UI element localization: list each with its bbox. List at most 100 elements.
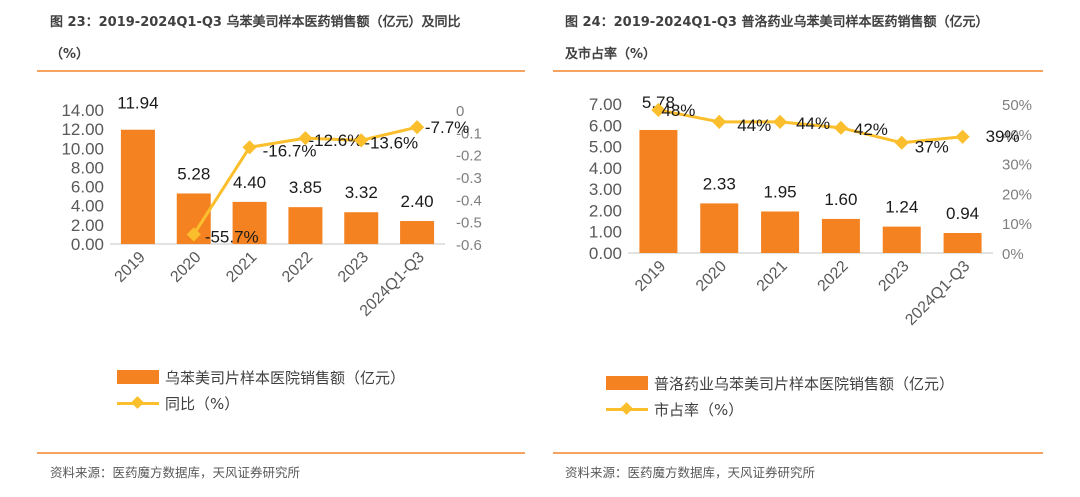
bar-2020 — [700, 203, 739, 253]
line-marker-2021 — [242, 140, 257, 155]
line-data-label: -7.7% — [425, 118, 469, 137]
right-axis-tick-label: -0.2 — [456, 148, 482, 165]
left-axis-tick-label: 5.00 — [589, 138, 622, 157]
bar-2024Q1-Q3 — [943, 232, 982, 253]
x-axis-tick-label: 2022 — [815, 258, 852, 295]
bar-data-label: 1.60 — [824, 190, 857, 209]
bar-data-label: 3.85 — [289, 178, 322, 197]
bar-data-label: 0.94 — [946, 204, 979, 223]
bar-2019 — [639, 129, 678, 253]
right-chart-svg: 0.00 1.00 2.00 3.00 4.00 5.00 6.00 7.00 0% 10% 20%… — [589, 93, 1032, 329]
right-source-rule — [553, 452, 1043, 454]
line-data-label: 44% — [796, 114, 830, 133]
x-axis-tick-label: 2022 — [279, 249, 316, 286]
x-axis-tick-label: 2023 — [875, 258, 912, 295]
bar-2021 — [232, 201, 267, 244]
line-data-label: -12.6% — [308, 131, 362, 150]
left-axis-tick-label: 4.00 — [71, 197, 104, 216]
x-axis-tick-label: 2019 — [632, 258, 669, 295]
left-axis-tick-label: 14.00 — [61, 101, 104, 120]
bar-2022 — [288, 207, 323, 244]
line-data-label: 48% — [661, 101, 695, 120]
right-axis-tick-label: -0.1 — [456, 125, 482, 142]
x-axis-tick-label: 2023 — [335, 249, 372, 286]
line-data-label: 37% — [915, 138, 949, 157]
legend-bar-label: 乌苯美司片样本医院销售额（亿元） — [165, 368, 406, 387]
bar-data-label: 1.95 — [764, 182, 797, 201]
legend-item-line: 市占率（%） — [606, 396, 954, 422]
line-marker-2020 — [186, 227, 201, 242]
left-source-note: 资料来源：医药魔方数据库，天风证券研究所 — [50, 465, 301, 480]
right-source-note: 资料来源：医药魔方数据库，天风证券研究所 — [565, 465, 816, 480]
bar-2023 — [344, 212, 379, 244]
line-marker-2020 — [712, 114, 727, 129]
left-chart-legend: 乌苯美司片样本医院销售额（亿元） 同比（%） — [117, 364, 405, 416]
right-axis-tick-label: -0.6 — [456, 237, 482, 254]
bar-data-label: 2.40 — [401, 192, 434, 211]
legend-item-line: 同比（%） — [117, 390, 405, 416]
bar-data-label: 11.94 — [117, 94, 158, 113]
x-axis-tick-label: 2021 — [223, 249, 260, 286]
right-axis-tick-label: 40% — [1002, 127, 1032, 144]
bar-2019 — [120, 129, 155, 244]
right-axis-tick-label: -0.5 — [456, 215, 482, 232]
bar-2022 — [821, 218, 860, 253]
legend-bar-swatch — [117, 370, 159, 384]
left-axis-tick-label: 2.00 — [71, 216, 104, 235]
left-axis-tick-label: 0.00 — [71, 235, 104, 254]
line-data-label: 44% — [737, 116, 771, 135]
x-axis-tick-label: 2020 — [167, 249, 204, 286]
right-chart-panel: 图 24：2019-2024Q1-Q3 普洛药业乌苯美司样本医药销售额（亿元） … — [540, 0, 1080, 497]
line-marker-2023 — [354, 133, 369, 148]
legend-line-label: 市占率（%） — [654, 400, 744, 419]
bar-data-label: 4.40 — [233, 173, 266, 192]
left-axis-tick-label: 4.00 — [589, 159, 622, 178]
left-chart-title-line1: 图 23：2019-2024Q1-Q3 乌苯美司样本医药销售额（亿元）及同比 — [50, 15, 461, 30]
left-axis-tick-label: 0.00 — [589, 244, 622, 263]
bar-2024Q1-Q3 — [400, 221, 435, 244]
left-axis-tick-label: 6.00 — [71, 178, 104, 197]
line-marker-2024Q1-Q3 — [410, 120, 425, 135]
line-data-label: -16.7% — [263, 141, 317, 160]
legend-bar-swatch — [606, 376, 648, 390]
line-marker-2023 — [894, 135, 909, 150]
bar-data-label: 2.33 — [703, 174, 736, 193]
line-marker-2022 — [833, 120, 848, 135]
left-axis-tick-label: 6.00 — [589, 116, 622, 135]
legend-bar-label: 普洛药业乌苯美司片样本医院销售额（亿元） — [654, 374, 955, 393]
line-data-label: -13.6% — [364, 133, 418, 152]
x-axis-tick-label: 2024Q1-Q3 — [902, 258, 973, 329]
right-chart-legend: 普洛药业乌苯美司片样本医院销售额（亿元） 市占率（%） — [606, 370, 954, 422]
left-axis-tick-label: 12.00 — [61, 120, 104, 139]
right-axis-tick-label: -0.4 — [456, 192, 482, 209]
right-axis-tick-label: 0% — [1002, 246, 1024, 263]
left-axis-tick-label: 1.00 — [589, 223, 622, 242]
bar-data-label: 5.28 — [177, 164, 210, 183]
right-axis-tick-label: 20% — [1002, 186, 1032, 203]
bar-2021 — [761, 211, 800, 253]
line-data-label: 39% — [986, 127, 1020, 146]
legend-item-bar: 普洛药业乌苯美司片样本医院销售额（亿元） — [606, 370, 954, 396]
left-chart-title-line2: （%） — [50, 47, 90, 62]
right-axis-tick-label: -0.3 — [456, 170, 482, 187]
right-title-rule — [553, 70, 1043, 72]
legend-line-swatch-icon — [606, 402, 648, 416]
left-axis-tick-label: 7.00 — [589, 95, 622, 114]
x-axis-tick-label: 2019 — [112, 249, 149, 286]
bar-2023 — [882, 226, 921, 253]
bar-data-label: 5.78 — [642, 93, 675, 112]
line-marker-2021 — [773, 114, 788, 129]
legend-line-label: 同比（%） — [165, 394, 240, 413]
right-chart-title-line2: 及市占率（%） — [565, 47, 657, 62]
right-axis-tick-label: 0 — [456, 103, 464, 120]
left-title-rule — [37, 70, 525, 72]
left-axis-tick-label: 2.00 — [589, 201, 622, 220]
right-chart-title-line1: 图 24：2019-2024Q1-Q3 普洛药业乌苯美司样本医药销售额（亿元） — [565, 15, 989, 30]
left-source-rule — [37, 452, 525, 454]
right-axis-tick-label: 30% — [1002, 157, 1032, 174]
line-data-label: -55.7% — [205, 227, 259, 246]
line-series — [658, 108, 963, 145]
x-axis-tick-label: 2021 — [754, 258, 791, 295]
left-chart-panel: 图 23：2019-2024Q1-Q3 乌苯美司样本医药销售额（亿元）及同比 （… — [0, 0, 540, 497]
